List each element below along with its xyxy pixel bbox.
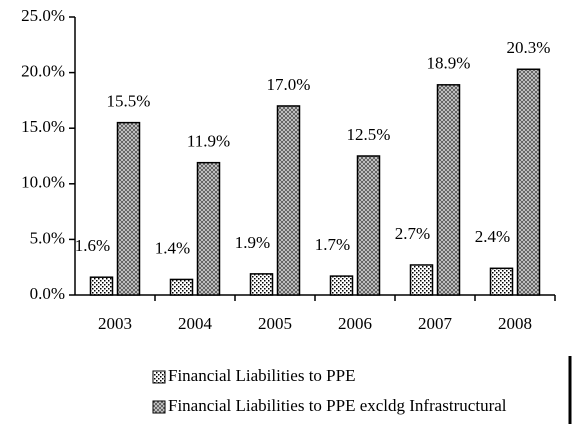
data-label: 17.0% [267,75,311,94]
y-tick-label: 5.0% [30,228,65,247]
data-label: 20.3% [507,38,551,57]
x-tick-label: 2004 [178,314,213,333]
bar [276,105,301,296]
bar [356,155,381,296]
x-tick-label: 2005 [258,314,292,333]
legend-box [148,356,570,422]
x-tick-label: 2003 [98,314,132,333]
bar [249,273,274,296]
data-label: 1.6% [75,236,110,255]
x-tick-label: 2006 [338,314,372,333]
bar [489,267,514,296]
y-tick-label: 10.0% [21,173,65,192]
bar [89,276,114,296]
bar [329,275,354,296]
bar [436,84,461,296]
data-label: 15.5% [107,92,151,111]
data-label: 1.9% [235,233,270,252]
bar [516,68,541,296]
data-label: 12.5% [347,125,391,144]
legend-label: Financial Liabilities to PPE [168,366,355,385]
data-label: 1.4% [155,238,190,257]
data-label: 2.4% [475,227,510,246]
y-tick-label: 20.0% [21,62,65,81]
data-label: 2.7% [395,224,430,243]
x-tick-label: 2007 [418,314,453,333]
legend-swatch [152,370,166,384]
data-label: 18.9% [427,54,471,73]
x-tick-label: 2008 [498,314,532,333]
data-label: 1.7% [315,235,350,254]
bar [116,121,141,296]
y-tick-label: 0.0% [30,284,65,303]
y-tick-label: 15.0% [21,117,65,136]
y-tick-label: 25.0% [21,6,65,25]
data-label: 11.9% [187,132,230,151]
bar [169,278,194,296]
bar [196,161,221,296]
legend-label: Financial Liabilities to PPE excldg Infr… [168,396,507,415]
bar [409,264,434,296]
legend-swatch [152,400,166,414]
